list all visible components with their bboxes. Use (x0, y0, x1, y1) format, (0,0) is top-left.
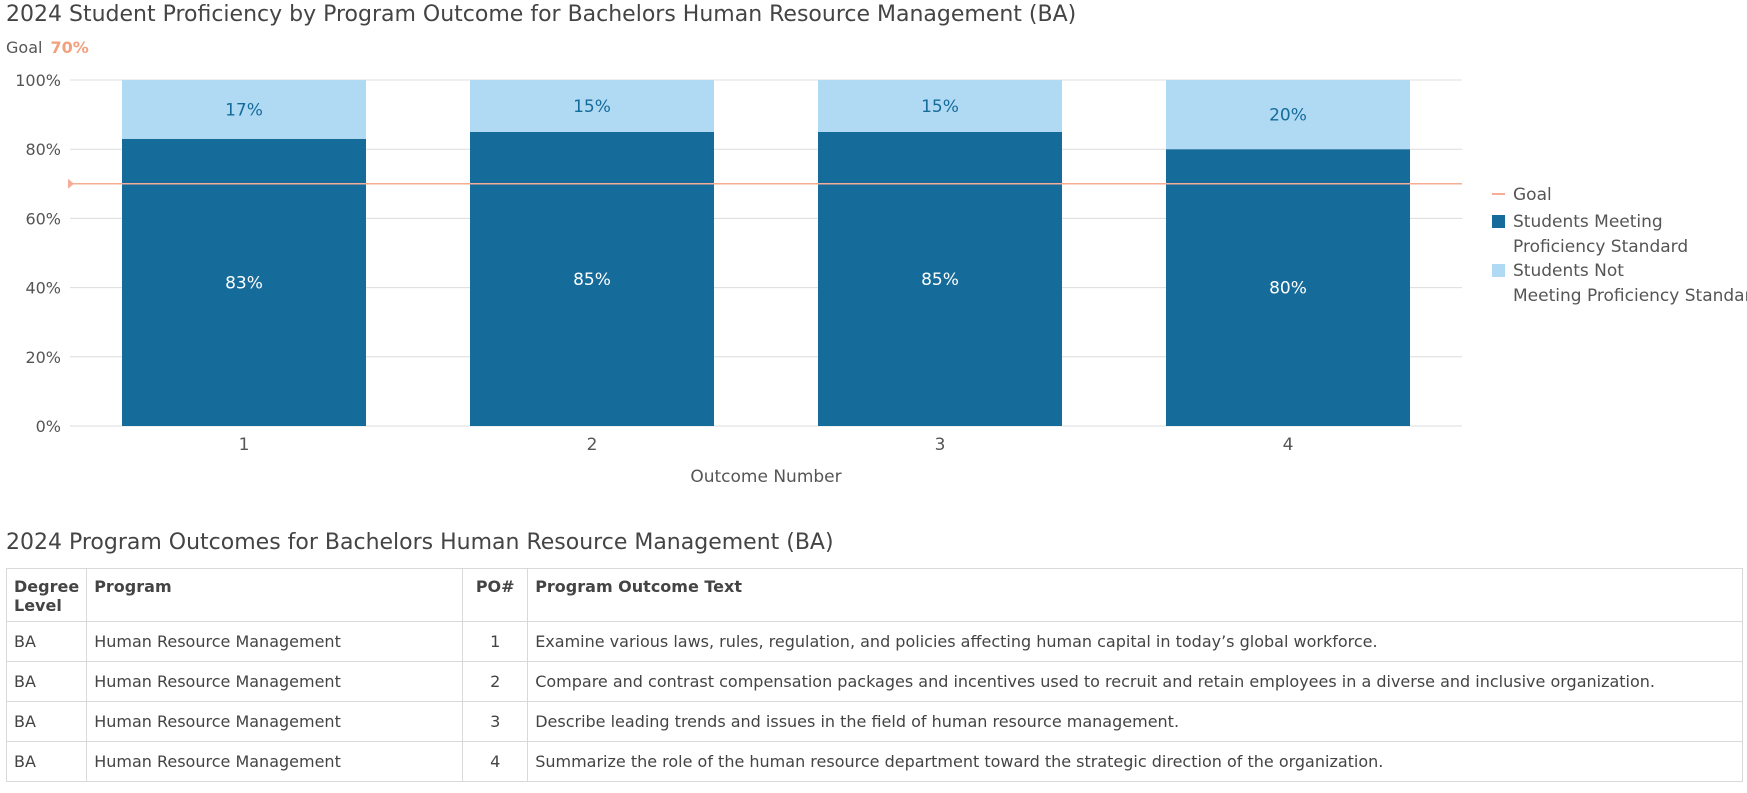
cell-program: Human Resource Management (86, 701, 464, 742)
header-po-number: PO# (462, 568, 529, 622)
data-label-meeting: 85% (921, 270, 959, 290)
bar-not-meeting (122, 80, 366, 139)
legend-meeting-swatch (1492, 215, 1505, 228)
x-tick-label: 4 (1283, 435, 1294, 455)
data-label-not-meeting: 15% (921, 97, 959, 117)
chart-title: 2024 Student Proficiency by Program Outc… (6, 2, 1077, 27)
x-tick-label: 2 (587, 435, 598, 455)
header-program: Program (86, 568, 464, 622)
x-tick-label: 3 (935, 435, 946, 455)
cell-degree-level: BA (5, 741, 88, 782)
data-label-not-meeting: 17% (225, 100, 263, 120)
table-header-row: Degree Level Program PO# Program Outcome… (5, 568, 1743, 622)
bar-meeting (470, 131, 714, 426)
table-row: BA Human Resource Management 2 Compare a… (5, 661, 1743, 702)
cell-outcome-text: Describe leading trends and issues in th… (527, 701, 1743, 742)
cell-degree-level: BA (5, 661, 88, 702)
cell-po-number: 2 (462, 661, 529, 702)
y-tick-label: 60% (25, 209, 61, 228)
cell-outcome-text: Examine various laws, rules, regulation,… (527, 621, 1743, 662)
goal-value: 70% (50, 38, 89, 57)
outcomes-table: Degree Level Program PO# Program Outcome… (5, 568, 1743, 782)
data-label-not-meeting: 20% (1269, 106, 1307, 126)
cell-po-number: 3 (462, 701, 529, 742)
cell-program: Human Resource Management (86, 661, 464, 702)
cell-outcome-text: Compare and contrast compensation packag… (527, 661, 1743, 702)
data-label-meeting: 83% (225, 273, 263, 293)
y-tick-label: 80% (25, 140, 61, 159)
cell-program: Human Resource Management (86, 621, 464, 662)
bar-not-meeting (470, 80, 714, 132)
goal-marker (68, 178, 74, 189)
cell-degree-level: BA (5, 701, 88, 742)
y-tick-label: 40% (25, 279, 61, 298)
legend-not-meeting-swatch (1492, 264, 1505, 277)
table-title: 2024 Program Outcomes for Bachelors Huma… (6, 530, 834, 555)
data-label-meeting: 80% (1269, 279, 1307, 299)
legend-meeting-label: Students Meeting Proficiency Standard (1513, 212, 1688, 257)
cell-po-number: 1 (462, 621, 529, 662)
table-row: BA Human Resource Management 4 Summarize… (5, 741, 1743, 782)
legend-not-meeting-label: Students Not Meeting Proficiency Standard (1513, 261, 1747, 306)
bar-not-meeting (1166, 80, 1410, 150)
cell-po-number: 4 (462, 741, 529, 782)
data-label-meeting: 85% (573, 270, 611, 290)
y-tick-label: 100% (15, 71, 61, 90)
bar-meeting (818, 131, 1062, 426)
header-degree-level: Degree Level (5, 568, 88, 622)
cell-degree-level: BA (5, 621, 88, 662)
table-row: BA Human Resource Management 1 Examine v… (5, 621, 1743, 662)
bar-not-meeting (818, 80, 1062, 132)
x-axis-label: Outcome Number (690, 467, 841, 487)
data-label-not-meeting: 15% (573, 97, 611, 117)
y-tick-label: 0% (36, 417, 61, 436)
proficiency-chart: 0% 20% 40% 60% 80% 100% 83% 17% 1 85% 15% 2 85% 15% 3 8… (15, 71, 1747, 487)
bar-meeting (1166, 149, 1410, 426)
goal-label: Goal (6, 38, 43, 57)
legend-goal-label: Goal (1513, 185, 1552, 205)
cell-program: Human Resource Management (86, 741, 464, 782)
bar-meeting (122, 138, 366, 426)
y-tick-label: 20% (25, 348, 61, 367)
header-outcome-text: Program Outcome Text (527, 568, 1743, 622)
cell-outcome-text: Summarize the role of the human resource… (527, 741, 1743, 782)
goal-indicator: Goal 70% (6, 38, 89, 57)
table-row: BA Human Resource Management 3 Describe … (5, 701, 1743, 742)
x-tick-label: 1 (239, 435, 250, 455)
